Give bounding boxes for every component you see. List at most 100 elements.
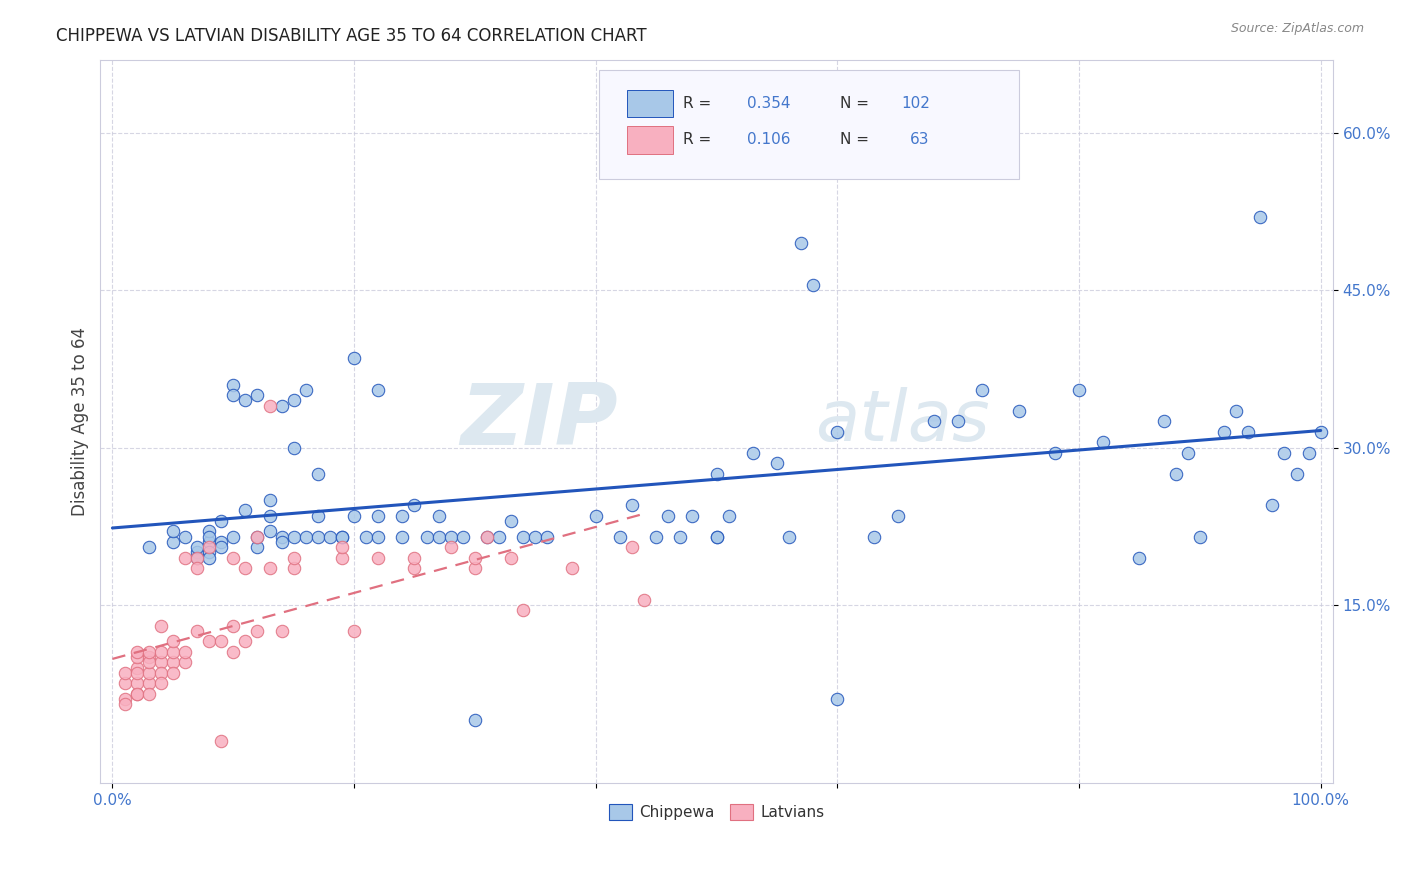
Point [706,530,728,544]
Point [343,508,366,523]
Point [162,656,184,670]
Point [186,540,208,554]
Point [1237,425,1260,439]
Point [307,508,329,523]
Point [1188,530,1211,544]
Point [501,550,523,565]
Point [209,734,232,748]
Point [270,530,292,544]
Point [367,508,389,523]
Point [125,687,148,701]
Point [1164,467,1187,481]
Point [186,561,208,575]
Point [307,530,329,544]
Y-axis label: Disability Age 35 to 64: Disability Age 35 to 64 [72,326,89,516]
Point [259,508,281,523]
Point [149,619,172,633]
Point [138,645,160,659]
Point [162,634,184,648]
Point [440,530,463,544]
Text: N =: N = [839,96,873,112]
Point [198,550,221,565]
Point [440,540,463,554]
Point [233,634,256,648]
Point [138,665,160,680]
Point [222,530,245,544]
Point [464,561,486,575]
Point [475,530,498,544]
Point [741,446,763,460]
Point [367,550,389,565]
Point [330,540,353,554]
Point [259,399,281,413]
Point [922,414,945,428]
Point [198,535,221,549]
Point [427,508,450,523]
Point [633,592,655,607]
Point [391,530,413,544]
Point [609,530,631,544]
Point [354,530,377,544]
Text: CHIPPEWA VS LATVIAN DISABILITY AGE 35 TO 64 CORRELATION CHART: CHIPPEWA VS LATVIAN DISABILITY AGE 35 TO… [56,27,647,45]
Point [404,550,426,565]
Point [246,530,269,544]
Point [319,530,342,544]
Point [198,540,221,554]
Point [561,561,583,575]
Text: R =: R = [683,132,717,147]
Text: N =: N = [839,132,873,147]
Point [270,624,292,638]
Point [1274,446,1296,460]
Point [536,530,558,544]
Point [464,713,486,727]
Point [1067,383,1090,397]
Point [125,645,148,659]
Point [125,687,148,701]
Point [294,383,316,397]
Point [801,278,824,293]
Point [222,388,245,402]
Point [343,624,366,638]
Point [149,676,172,690]
Point [186,550,208,565]
Point [524,530,547,544]
Point [209,514,232,528]
Point [186,624,208,638]
Point [706,530,728,544]
Text: ZIP: ZIP [460,380,619,463]
Point [246,388,269,402]
Point [125,676,148,690]
Point [114,698,136,712]
Point [681,508,703,523]
Point [283,530,305,544]
Point [270,399,292,413]
FancyBboxPatch shape [599,70,1018,179]
Text: R =: R = [683,96,717,112]
Point [501,514,523,528]
Point [283,441,305,455]
Point [294,530,316,544]
Point [222,550,245,565]
Point [246,624,269,638]
Point [222,645,245,659]
Point [343,351,366,366]
Point [1128,550,1150,565]
Point [1043,446,1066,460]
Point [138,687,160,701]
FancyBboxPatch shape [627,90,673,118]
Point [138,676,160,690]
Point [162,524,184,539]
Point [209,535,232,549]
Point [1298,446,1320,460]
Point [790,236,813,251]
Point [415,530,437,544]
Point [246,540,269,554]
Point [233,503,256,517]
Point [778,530,800,544]
Point [367,383,389,397]
Point [620,540,643,554]
Point [585,508,607,523]
Point [657,508,679,523]
Point [259,561,281,575]
Point [138,540,160,554]
